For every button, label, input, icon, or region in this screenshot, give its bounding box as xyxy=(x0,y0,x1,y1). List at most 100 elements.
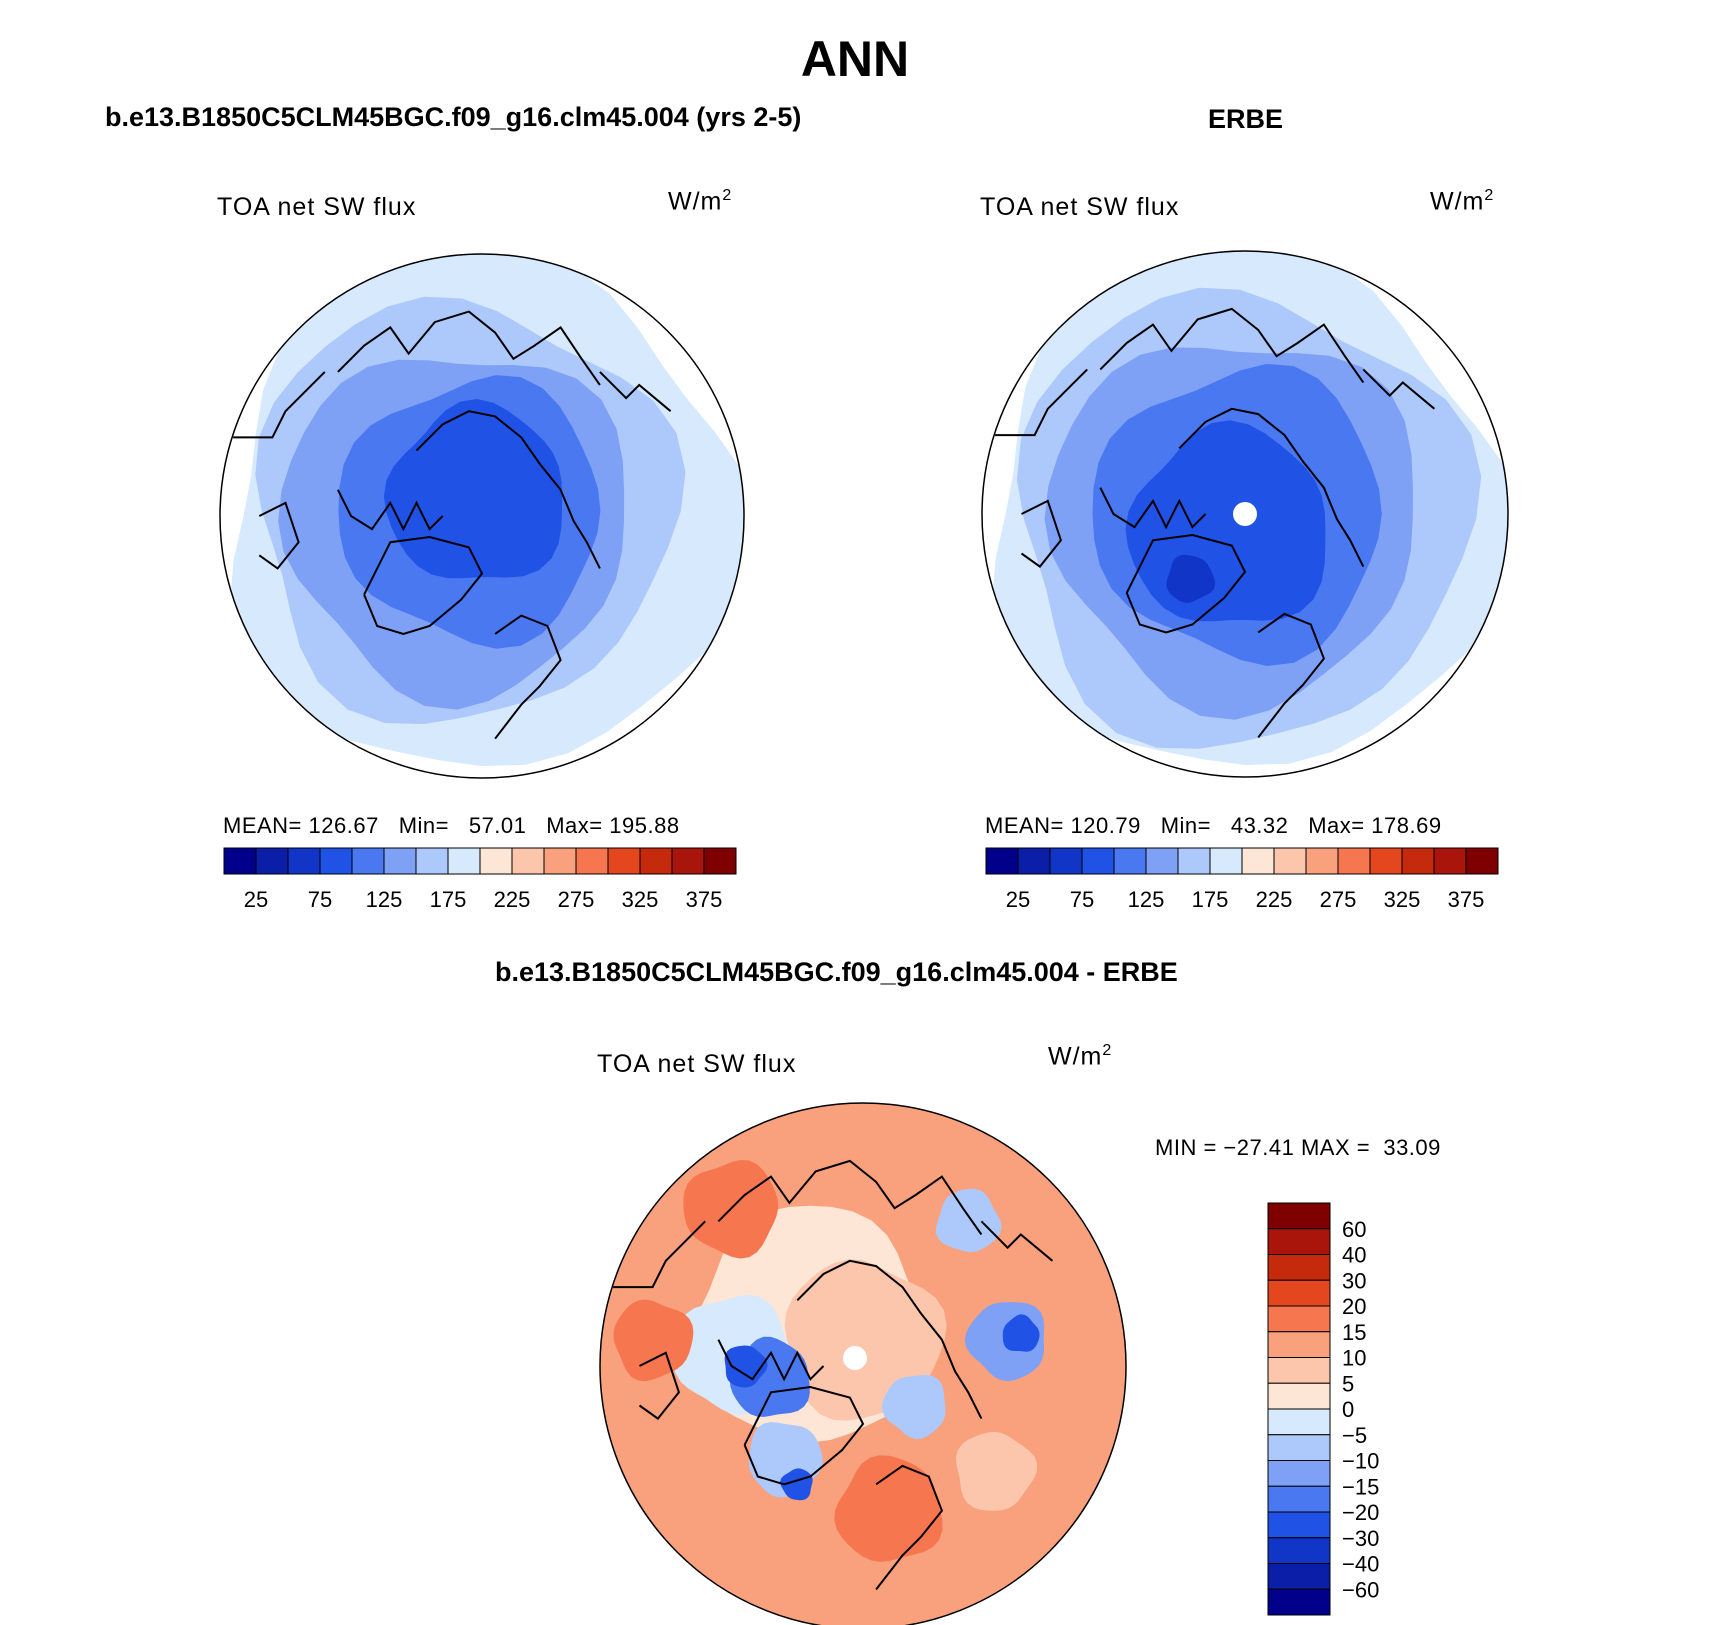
colorbar-obs-swatch xyxy=(1433,847,1467,875)
map-diff-contour xyxy=(956,1431,1038,1511)
colorbar-diff-swatch xyxy=(1267,1202,1331,1230)
colorbar-model-swatch xyxy=(319,847,353,875)
colorbar-obs-swatch xyxy=(1305,847,1339,875)
colorbar-obs-tick-label: 25 xyxy=(1006,887,1030,912)
panel-obs-stats: MEAN= 120.79 Min= 43.32 Max= 178.69 xyxy=(985,813,1442,838)
map-diff-contour xyxy=(1002,1314,1040,1352)
colorbar-model-swatch xyxy=(543,847,577,875)
map-diff-pole-missing xyxy=(843,1346,867,1370)
colorbar-diff-tick-label: −10 xyxy=(1342,1449,1379,1474)
colorbar-obs: 25 75 125 175 225 275 325 375 xyxy=(985,847,1499,912)
map-model-coastline xyxy=(363,535,484,635)
colorbar-obs-swatch xyxy=(1465,847,1499,875)
colorbar-obs-swatch xyxy=(1145,847,1179,875)
panel-model-units: W/m2 xyxy=(668,187,733,216)
colorbar-obs-swatch xyxy=(1241,847,1275,875)
colorbar-obs-swatch xyxy=(1081,847,1115,875)
colorbar-model-swatch xyxy=(511,847,545,875)
colorbar-diff-swatch xyxy=(1267,1485,1331,1513)
colorbar-obs-tick-label: 225 xyxy=(1256,887,1293,912)
panel-diff-variable: TOA net SW flux xyxy=(597,1050,797,1078)
map-diff-coastline xyxy=(613,1220,706,1289)
colorbar-model-swatch xyxy=(639,847,673,875)
colorbar-diff-swatch xyxy=(1267,1228,1331,1255)
colorbar-model-swatch xyxy=(607,847,641,875)
panel-model-stats: MEAN= 126.67 Min= 57.01 Max= 195.88 xyxy=(223,813,680,838)
colorbar-obs-swatch xyxy=(1113,847,1147,875)
colorbar-diff-tick-label: 10 xyxy=(1342,1346,1366,1371)
colorbar-obs-swatch xyxy=(1369,847,1403,875)
map-obs-coastline xyxy=(1362,368,1436,410)
map-model-coastline xyxy=(233,371,326,439)
colorbar-model-swatch xyxy=(255,847,289,875)
panel-obs-variable: TOA net SW flux xyxy=(980,193,1180,221)
colorbar-obs-swatch xyxy=(985,847,1019,875)
colorbar-diff-tick-label: −15 xyxy=(1342,1474,1379,1499)
colorbar-diff-tick-label: −40 xyxy=(1342,1552,1379,1577)
colorbar-model-tick-label: 325 xyxy=(622,887,659,912)
map-diff-boundary xyxy=(599,1102,1127,1625)
colorbar-obs-swatch xyxy=(1401,847,1435,875)
map-obs-polar xyxy=(991,251,1508,765)
colorbar-obs-tick-label: 325 xyxy=(1384,887,1421,912)
colorbar-model-tick-label: 75 xyxy=(308,887,332,912)
colorbar-obs-tick-label: 175 xyxy=(1192,887,1229,912)
colorbar-model-tick-label: 175 xyxy=(430,887,467,912)
colorbar-obs-tick-label: 75 xyxy=(1070,887,1094,912)
map-obs-pole-missing xyxy=(1233,502,1257,526)
map-diff-coastline xyxy=(717,1339,825,1382)
colorbar-diff-tick-label: 40 xyxy=(1342,1243,1366,1268)
colorbar-obs-swatch xyxy=(1177,847,1211,875)
colorbar-model-tick-label: 225 xyxy=(494,887,531,912)
colorbar-model-swatch xyxy=(287,847,321,875)
colorbar-obs-swatch xyxy=(1209,847,1243,875)
colorbar-diff-swatch xyxy=(1267,1588,1331,1616)
map-diff-coastline xyxy=(717,1159,983,1236)
panel-diff-header: b.e13.B1850C5CLM45BGC.f09_g16.clm45.004 … xyxy=(495,957,1178,987)
map-diff-contour xyxy=(882,1374,946,1439)
panel-obs-header: ERBE xyxy=(1208,104,1284,134)
colorbar-diff-swatch xyxy=(1267,1408,1331,1436)
colorbar-model-swatch xyxy=(415,847,449,875)
colorbar-obs-swatch xyxy=(1273,847,1307,875)
map-obs-coastline xyxy=(1099,487,1207,530)
colorbar-model-swatch xyxy=(671,847,705,875)
colorbar-model-swatch xyxy=(383,847,417,875)
page-title: ANN xyxy=(800,31,910,87)
map-obs-coastline xyxy=(1257,612,1326,739)
colorbar-model-swatch xyxy=(575,847,609,875)
map-diff-contour xyxy=(780,1468,813,1501)
map-model-polar xyxy=(229,254,744,767)
map-diff-coastline xyxy=(980,1220,1054,1262)
map-diff-coastline xyxy=(875,1464,944,1591)
colorbar-model-tick-label: 125 xyxy=(366,887,403,912)
colorbar-diff-swatch xyxy=(1267,1511,1331,1539)
colorbar-obs-swatch xyxy=(1049,847,1083,875)
colorbar-model: 25 75 125 175 225 275 325 375 xyxy=(223,847,737,912)
colorbar-diff-swatch xyxy=(1267,1537,1331,1564)
panel-model-variable: TOA net SW flux xyxy=(217,193,417,221)
map-model-coastline xyxy=(494,614,562,740)
colorbar-diff-tick-label: −20 xyxy=(1342,1500,1379,1525)
colorbar-diff-tick-label: 15 xyxy=(1342,1320,1366,1345)
colorbar-diff-swatch xyxy=(1267,1254,1331,1281)
map-diff-coastline xyxy=(796,1259,983,1420)
colorbar-model-tick-label: 375 xyxy=(686,887,723,912)
colorbar-diff-tick-label: 5 xyxy=(1342,1371,1354,1396)
map-diff-polar xyxy=(600,1103,1126,1625)
colorbar-diff-tick-label: 20 xyxy=(1342,1294,1366,1319)
colorbar-diff-tick-label: 30 xyxy=(1342,1268,1366,1293)
colorbar-diff-swatch xyxy=(1267,1434,1331,1461)
map-diff-coastline xyxy=(638,1351,681,1420)
panel-model-header: b.e13.B1850C5CLM45BGC.f09_g16.clm45.004 … xyxy=(105,102,802,132)
colorbar-diff-swatch xyxy=(1267,1279,1331,1307)
colorbar-diff-tick-label: 60 xyxy=(1342,1217,1366,1242)
colorbar-diff-swatch xyxy=(1267,1305,1331,1333)
panel-diff-stats: MIN = −27.41 MAX = 33.09 xyxy=(1155,1135,1441,1160)
map-model-coastline xyxy=(337,310,601,386)
colorbar-obs-swatch xyxy=(1337,847,1371,875)
map-diff-coastline xyxy=(743,1385,865,1486)
colorbar-obs-swatch xyxy=(1017,847,1051,875)
